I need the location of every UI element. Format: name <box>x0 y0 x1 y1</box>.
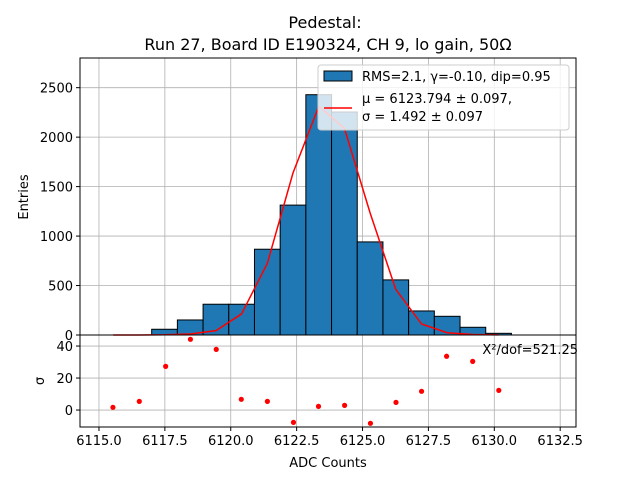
residual-point <box>290 419 297 425</box>
x-tick-label: 6125.0 <box>340 434 386 449</box>
residual-y-tick-label: 40 <box>56 340 73 355</box>
chart-title-line2: Run 27, Board ID E190324, CH 9, lo gain,… <box>144 35 511 54</box>
y-tick-label: 1500 <box>40 181 73 196</box>
histogram-bar <box>356 241 384 336</box>
x-tick-label: 6127.5 <box>406 434 452 449</box>
x-tick-label: 6117.5 <box>142 434 188 449</box>
y-tick-label: 500 <box>48 280 73 295</box>
x-tick-label: 6122.5 <box>274 434 320 449</box>
histogram-bar <box>279 204 307 336</box>
x-axis-label: ADC Counts <box>289 456 367 471</box>
residual-point <box>393 399 399 405</box>
residual-points <box>110 336 502 426</box>
residual-point <box>136 398 142 404</box>
residual-y-tick-label: 20 <box>56 372 73 387</box>
histogram-bar <box>305 94 333 336</box>
legend: RMS=2.1, γ=-0.10, dip=0.95 μ = 6123.794 … <box>317 64 570 131</box>
legend-hist-label: RMS=2.1, γ=-0.10, dip=0.95 <box>362 70 551 85</box>
residual-point <box>264 398 270 404</box>
residual-grid <box>80 335 576 427</box>
residual-point <box>418 388 425 394</box>
residual-point <box>443 353 450 359</box>
residual-point <box>213 346 219 352</box>
histogram-bar <box>408 310 435 336</box>
y-tick-label: 1000 <box>40 230 73 245</box>
y-axis-label: Entries <box>17 174 32 220</box>
legend-hist-swatch <box>323 70 353 82</box>
axes-frames <box>79 57 577 428</box>
y-tick-label: 2500 <box>40 82 73 97</box>
residual-point <box>315 403 322 409</box>
y-tick-label: 2000 <box>40 131 73 146</box>
histogram-bar <box>331 111 358 336</box>
x-tick-label: 6115.0 <box>76 434 122 449</box>
legend-fit-label-line1: μ = 6123.794 ± 0.097, <box>362 92 512 107</box>
residual-point <box>187 336 194 342</box>
legend-fit-label-line2: σ = 1.492 ± 0.097 <box>362 110 483 125</box>
x-tick-label: 6132.5 <box>537 434 583 449</box>
residual-point <box>496 387 502 393</box>
residual-point <box>110 404 116 410</box>
residual-point <box>238 396 244 402</box>
fit-line <box>113 105 499 336</box>
x-tick-label: 6120.0 <box>208 434 254 449</box>
fit-curve <box>113 105 499 336</box>
legend-box <box>317 64 570 131</box>
residual-point <box>367 420 374 426</box>
residual-axes-frame <box>79 334 577 428</box>
residual-y-tick-label: 0 <box>65 404 73 419</box>
x-tick-label: 6130.0 <box>472 434 518 449</box>
chi2-annotation: X²/dof=521.25 <box>482 343 578 358</box>
residual-y-axis-label: σ <box>33 377 48 385</box>
chart-title-line1: Pedestal: <box>288 13 361 32</box>
y-tick-label: 0 <box>65 329 73 344</box>
residual-point <box>163 363 169 369</box>
residual-point <box>342 402 348 408</box>
tick-labels: 6115.0 6117.5 6120.0 6122.5 6125.0 6127.5 6130… <box>40 82 583 449</box>
residual-point <box>470 358 476 364</box>
